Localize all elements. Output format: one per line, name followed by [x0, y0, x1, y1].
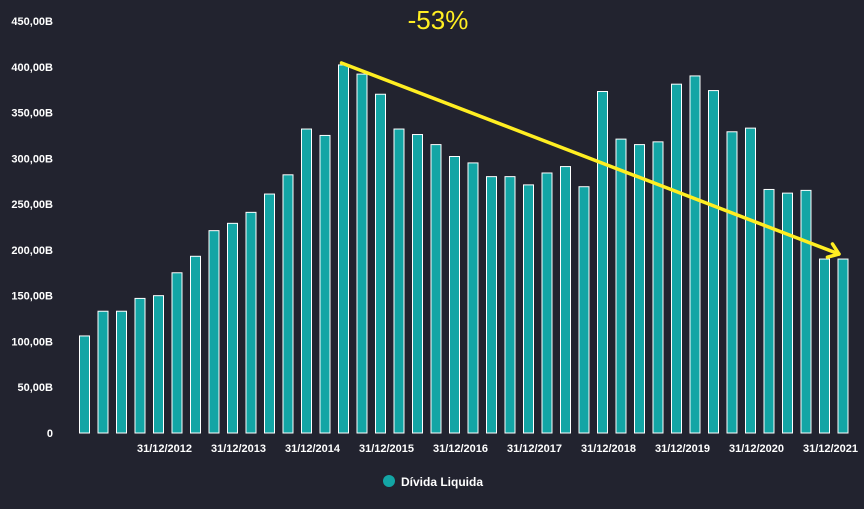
x-tick-label: 31/12/2020: [729, 443, 784, 455]
y-tick-label: 400,00B: [11, 62, 53, 74]
bar: [356, 73, 368, 434]
legend-marker: [383, 475, 395, 487]
y-tick-label: 0: [47, 428, 53, 440]
bar: [597, 90, 608, 434]
x-tick-label: 31/12/2013: [211, 443, 266, 455]
x-tick-label: 31/12/2018: [581, 443, 636, 455]
bar: [208, 230, 220, 434]
bar: [745, 127, 756, 434]
y-tick-label: 450,00B: [11, 16, 53, 28]
trend-arrow: [339, 61, 841, 256]
bar: [245, 211, 257, 434]
bar: [615, 138, 627, 434]
bar: [171, 272, 183, 434]
bar: [689, 75, 701, 434]
trend-annotation: -53%: [339, 5, 841, 259]
y-axis: 0 50,00B 100,00B 150,00B 200,00B 250,00B 300,0…: [11, 16, 53, 440]
y-tick-label: 150,00B: [11, 291, 53, 303]
bar: [393, 128, 405, 434]
x-axis: 31/12/2012 31/12/2013 31/12/2014 31/12/2015…: [137, 443, 858, 455]
bar: [430, 144, 442, 434]
y-tick-label: 350,00B: [11, 108, 53, 120]
bar: [486, 176, 497, 434]
bar: [504, 176, 516, 434]
x-tick-label: 31/12/2015: [359, 443, 414, 455]
bar: [190, 255, 201, 434]
bar: [97, 310, 109, 434]
y-tick-label: 300,00B: [11, 153, 53, 165]
x-tick-label: 31/12/2021: [803, 443, 858, 455]
bar: [671, 83, 682, 434]
bar: [708, 90, 719, 434]
x-tick-label: 31/12/2016: [433, 443, 488, 455]
legend: Dívida Liquida: [383, 475, 483, 489]
bar: [153, 295, 164, 434]
trend-arrow-head: [825, 242, 841, 259]
bar: [264, 193, 275, 434]
bar: [541, 172, 553, 434]
bar: [116, 310, 127, 434]
x-tick-label: 31/12/2014: [285, 443, 341, 455]
bar: [782, 192, 793, 434]
bar: [800, 189, 812, 434]
bar: [578, 186, 590, 434]
bar: [134, 297, 146, 434]
bar: [449, 156, 460, 434]
x-tick-label: 31/12/2017: [507, 443, 562, 455]
bar: [412, 134, 423, 434]
bar: [523, 184, 534, 434]
bar: [726, 131, 738, 434]
bar: [560, 166, 571, 434]
bar: [338, 64, 349, 434]
annotation-label: -53%: [408, 5, 469, 35]
bar: [79, 335, 90, 434]
bar: [634, 144, 645, 434]
bar: [652, 141, 664, 434]
y-tick-label: 250,00B: [11, 199, 53, 211]
bar: [227, 222, 238, 434]
y-tick-label: 200,00B: [11, 245, 53, 257]
y-tick-label: 50,00B: [18, 382, 54, 394]
bars: [79, 64, 849, 434]
bar: [837, 258, 849, 434]
legend-label: Dívida Liquida: [401, 475, 483, 489]
bar: [467, 162, 479, 434]
x-tick-label: 31/12/2019: [655, 443, 710, 455]
bar: [375, 93, 386, 434]
y-tick-label: 100,00B: [11, 336, 53, 348]
bar: [763, 188, 775, 434]
bar: [301, 128, 312, 434]
bar: [319, 134, 331, 434]
bar: [819, 258, 830, 434]
x-tick-label: 31/12/2012: [137, 443, 192, 455]
bar: [282, 174, 294, 434]
